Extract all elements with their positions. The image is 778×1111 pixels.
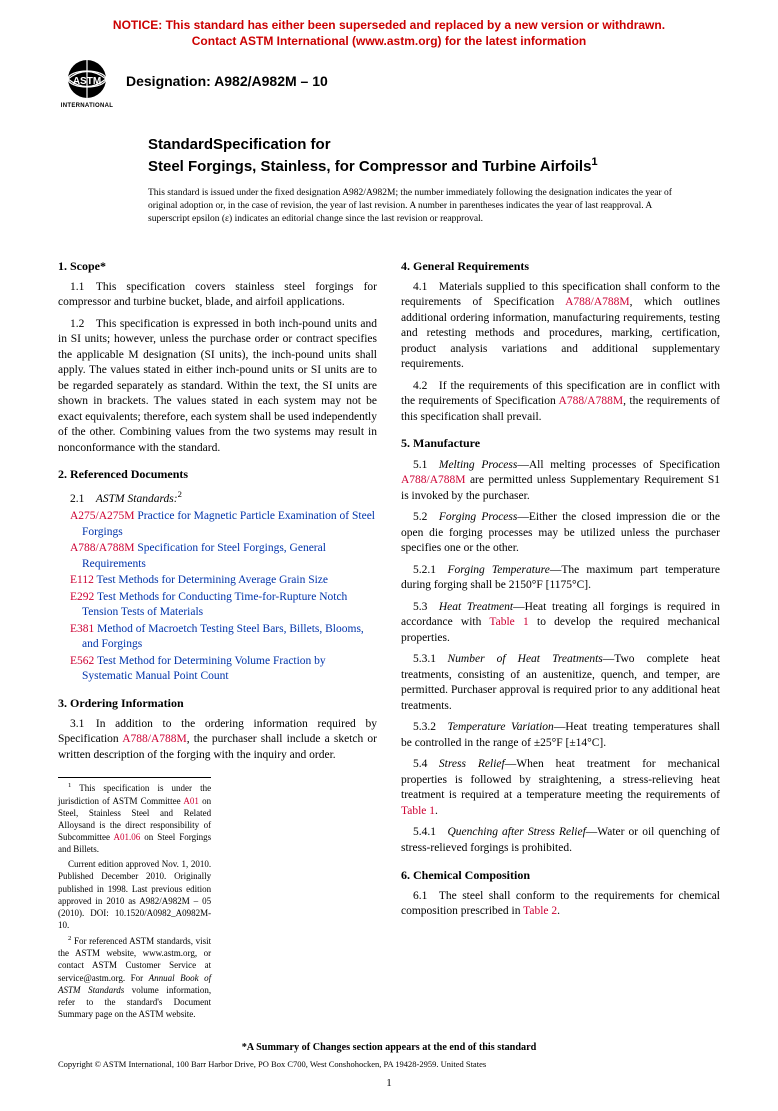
title-sup: 1 (591, 156, 597, 168)
para-5-3: 5.3 Heat Treatment—Heat treating all for… (401, 600, 720, 647)
astm-logo-icon: ASTM (62, 59, 112, 103)
ref-a275[interactable]: A275/A275M Practice for Magnetic Particl… (70, 509, 377, 540)
p541lbl: Quenching after Stress Relief (448, 826, 586, 838)
summary-note: *A Summary of Changes section appears at… (58, 1041, 720, 1055)
p532lbl: Temperature Variation (448, 721, 554, 733)
fn1-link2[interactable]: A01.06 (114, 832, 141, 842)
para-5-4-1: 5.4.1 Quenching after Stress Relief—Wate… (401, 825, 720, 856)
ref-a788[interactable]: A788/A788M Specification for Steel Forgi… (70, 541, 377, 572)
p54lbl: Stress Relief (439, 758, 505, 770)
footnote-1b: Current edition approved Nov. 1, 2010. P… (58, 858, 211, 931)
section-5-head: 5. Manufacture (401, 435, 720, 451)
title-prefix: StandardSpecification for (148, 135, 720, 155)
section-2-head: 2. Referenced Documents (58, 466, 377, 482)
p51a: 5.1 (413, 459, 439, 471)
designation-line: Designation: A982/A982M – 10 (126, 72, 328, 91)
ref-e562[interactable]: E562 Test Method for Determining Volume … (70, 654, 377, 685)
ref-code: E292 (70, 591, 94, 603)
two-column-layout: 1. Scope* 1.1 This specification covers … (58, 248, 720, 1023)
left-column: 1. Scope* 1.1 This specification covers … (58, 248, 377, 1023)
p42-link[interactable]: A788/A788M (559, 395, 624, 407)
p54c: . (435, 805, 438, 817)
ref-e381[interactable]: E381 Method of Macroetch Testing Steel B… (70, 622, 377, 653)
copyright-line: Copyright © ASTM International, 100 Barr… (58, 1059, 720, 1070)
ref-code: A275/A275M (70, 510, 135, 522)
ref-code: A788/A788M (70, 542, 135, 554)
ref-e112[interactable]: E112 Test Methods for Determining Averag… (70, 573, 377, 589)
p521a: 5.2.1 (413, 564, 448, 576)
section-6-head: 6. Chemical Composition (401, 867, 720, 883)
fn1-link1[interactable]: A01 (183, 796, 199, 806)
ref-text: Method of Macroetch Testing Steel Bars, … (82, 623, 364, 651)
p61-link[interactable]: Table 2 (523, 905, 557, 917)
ref-text: Test Method for Determining Volume Fract… (82, 655, 326, 683)
p532a: 5.3.2 (413, 721, 448, 733)
p541a: 5.4.1 (413, 826, 448, 838)
para-5-1: 5.1 Melting Process—All melting processe… (401, 458, 720, 505)
right-column: 4. General Requirements 4.1 Materials su… (401, 248, 720, 1023)
para-5-3-1: 5.3.1 Number of Heat Treatments—Two comp… (401, 652, 720, 714)
p53a: 5.3 (413, 601, 439, 613)
footnotes-block: 1 This specification is under the jurisd… (58, 777, 211, 1020)
p52a: 5.2 (413, 511, 439, 523)
title-main-text: Steel Forgings, Stainless, for Compresso… (148, 158, 591, 175)
para-6-1: 6.1 The steel shall conform to the requi… (401, 889, 720, 920)
issuance-note: This standard is issued under the fixed … (148, 187, 690, 225)
para-1-2: 1.2 This specification is expressed in b… (58, 317, 377, 457)
para-1-1: 1.1 This specification covers stainless … (58, 280, 377, 311)
ref-code: E112 (70, 574, 94, 586)
para-4-1: 4.1 Materials supplied to this specifica… (401, 280, 720, 373)
p53-link[interactable]: Table 1 (489, 616, 528, 628)
p51lbl: Melting Process (439, 459, 518, 471)
astm-logo: ASTM INTERNATIONAL (58, 55, 116, 113)
para-5-2: 5.2 Forging Process—Either the closed im… (401, 510, 720, 557)
svg-text:ASTM: ASTM (73, 76, 101, 87)
page-number: 1 (58, 1076, 720, 1091)
p61a: 6.1 The steel shall conform to the requi… (401, 890, 720, 918)
para-5-4: 5.4 Stress Relief—When heat treatment fo… (401, 757, 720, 819)
footnote-2: 2 For referenced ASTM standards, visit t… (58, 934, 211, 1020)
notice-banner: NOTICE: This standard has either been su… (58, 18, 720, 49)
para-2-1-prefix: 2.1 (70, 493, 96, 505)
title-main: Steel Forgings, Stainless, for Compresso… (148, 155, 720, 177)
p41-link[interactable]: A788/A788M (565, 296, 630, 308)
para-2-1-label: ASTM Standards: (96, 493, 178, 505)
p531lbl: Number of Heat Treatments (448, 653, 603, 665)
p54-link[interactable]: Table 1 (401, 805, 435, 817)
para-2-1-sup: 2 (178, 489, 182, 499)
ref-text: Test Methods for Determining Average Gra… (94, 574, 328, 586)
para-4-2: 4.2 If the requirements of this specific… (401, 379, 720, 426)
para-5-2-1: 5.2.1 Forging Temperature—The maximum pa… (401, 563, 720, 594)
p31-link[interactable]: A788/A788M (122, 733, 187, 745)
para-5-3-2: 5.3.2 Temperature Variation—Heat treatin… (401, 720, 720, 751)
ref-code: E562 (70, 655, 94, 667)
notice-line1: NOTICE: This standard has either been su… (113, 18, 665, 32)
ref-e292[interactable]: E292 Test Methods for Conducting Time-fo… (70, 590, 377, 621)
p51b: —All melting processes of Specification (517, 459, 720, 471)
document-page: NOTICE: This standard has either been su… (0, 0, 778, 1111)
section-4-head: 4. General Requirements (401, 258, 720, 274)
section-3-head: 3. Ordering Information (58, 695, 377, 711)
para-3-1: 3.1 In addition to the ordering informat… (58, 717, 377, 764)
title-block: StandardSpecification for Steel Forgings… (148, 135, 720, 177)
p61b: . (557, 905, 560, 917)
p531a: 5.3.1 (413, 653, 448, 665)
section-1-head: 1. Scope* (58, 258, 377, 274)
p54a: 5.4 (413, 758, 439, 770)
notice-line2: Contact ASTM International (www.astm.org… (192, 34, 586, 48)
p53lbl: Heat Treatment (439, 601, 513, 613)
ref-text: Test Methods for Conducting Time-for-Rup… (82, 591, 347, 619)
ref-code: E381 (70, 623, 94, 635)
p521lbl: Forging Temperature (448, 564, 550, 576)
para-2-1: 2.1 ASTM Standards:2 (58, 489, 377, 507)
p52lbl: Forging Process (439, 511, 518, 523)
header-row: ASTM INTERNATIONAL Designation: A982/A98… (58, 55, 720, 113)
footnote-1: 1 This specification is under the jurisd… (58, 781, 211, 855)
logo-sublabel: INTERNATIONAL (61, 102, 113, 110)
p51-link[interactable]: A788/A788M (401, 474, 466, 486)
